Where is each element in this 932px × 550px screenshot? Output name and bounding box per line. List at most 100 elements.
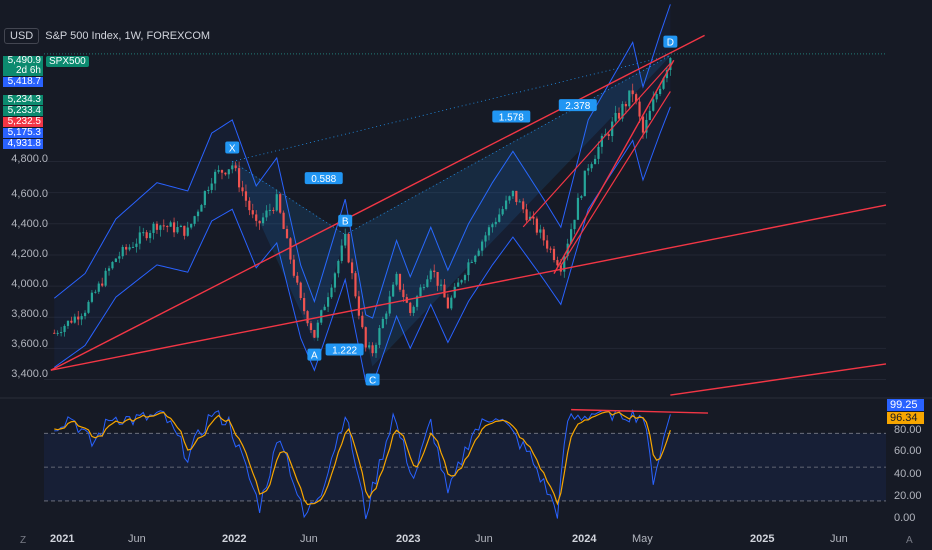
osc-tick-60: 60.00 bbox=[894, 445, 922, 457]
candle-body bbox=[658, 88, 662, 95]
pattern-xab bbox=[231, 160, 346, 342]
candle-body bbox=[101, 283, 104, 286]
candle-body bbox=[56, 332, 59, 334]
candle-body bbox=[152, 223, 155, 233]
candle-body bbox=[518, 201, 521, 203]
price-tag-2: 5,233.4 bbox=[3, 106, 43, 116]
candle-body bbox=[580, 196, 583, 198]
candle-body bbox=[111, 261, 114, 269]
candle-body bbox=[193, 216, 196, 224]
d-value-badge: 96.34 bbox=[887, 412, 924, 424]
candle-body bbox=[207, 189, 210, 192]
candle-body bbox=[436, 271, 439, 286]
pattern-point-c: C bbox=[369, 376, 376, 387]
candle-body bbox=[350, 262, 354, 274]
y-tick-3600: 3,600.0 bbox=[11, 338, 48, 350]
candle-body bbox=[261, 217, 265, 224]
candle-body bbox=[614, 112, 617, 122]
candle-body bbox=[306, 311, 309, 324]
y-tick-4800: 4,800.0 bbox=[11, 153, 48, 165]
candle-body bbox=[498, 214, 501, 222]
channel-line-2 bbox=[560, 91, 671, 267]
candle-body bbox=[299, 282, 302, 299]
candle-body bbox=[227, 169, 230, 175]
candle-body bbox=[549, 248, 552, 250]
pattern-point-d: D bbox=[667, 38, 674, 49]
candlesticks bbox=[53, 57, 672, 358]
lower-band bbox=[53, 106, 671, 386]
last-price-tag: 5,490.9 bbox=[3, 56, 43, 66]
candle-body bbox=[128, 247, 131, 250]
candle-body bbox=[77, 316, 80, 320]
candle-body bbox=[131, 246, 135, 248]
candle-body bbox=[282, 212, 285, 230]
stoch-k-line bbox=[54, 409, 671, 520]
ratio-xad-bg bbox=[492, 110, 531, 123]
candle-body bbox=[474, 255, 477, 262]
candle-body bbox=[333, 273, 337, 288]
candle-body bbox=[303, 298, 306, 312]
ratio-bcd-bg bbox=[558, 99, 597, 112]
candle-body bbox=[296, 275, 299, 283]
trend-line-3 bbox=[670, 363, 887, 396]
candle-body bbox=[220, 170, 224, 173]
trend-lines[interactable] bbox=[50, 34, 887, 396]
candle-body bbox=[237, 168, 241, 188]
candle-body bbox=[573, 219, 576, 230]
channel-line-1 bbox=[522, 62, 671, 228]
candle-body bbox=[631, 90, 634, 95]
candle-body bbox=[539, 229, 542, 233]
candle-body bbox=[552, 248, 556, 261]
candle-body bbox=[652, 99, 655, 111]
candle-body bbox=[412, 306, 415, 313]
candle-body bbox=[118, 256, 121, 259]
candle-body bbox=[542, 229, 545, 241]
candle-body bbox=[501, 209, 504, 215]
y-tick-4600: 4,600.0 bbox=[11, 188, 48, 200]
pattern-point-a: A bbox=[311, 351, 318, 362]
candle-body bbox=[415, 296, 419, 307]
corner-left[interactable]: Z bbox=[20, 535, 27, 546]
candle-body bbox=[97, 283, 100, 292]
candle-body bbox=[347, 233, 350, 263]
candle-body bbox=[525, 209, 528, 221]
x-tick-jun-2025: Jun bbox=[830, 533, 848, 545]
candle-body bbox=[470, 261, 473, 263]
corner-right[interactable]: A bbox=[906, 535, 913, 546]
candle-body bbox=[248, 200, 251, 211]
osc-tick-20: 20.00 bbox=[894, 490, 922, 502]
candle-body bbox=[419, 287, 422, 297]
trend-line-1 bbox=[50, 34, 705, 371]
candle-body bbox=[563, 256, 566, 272]
candle-body bbox=[590, 164, 593, 169]
pattern-point-a-bg bbox=[307, 348, 322, 361]
x-tick-may-2024: May bbox=[632, 533, 653, 545]
candle-body bbox=[508, 196, 511, 201]
candle-body bbox=[587, 168, 590, 171]
pattern-point-b-bg bbox=[338, 214, 353, 227]
candle-body bbox=[463, 275, 467, 281]
candle-body bbox=[142, 232, 145, 234]
candle-body bbox=[53, 332, 56, 334]
candle-body bbox=[138, 232, 141, 244]
candle-body bbox=[655, 94, 658, 100]
y-tick-3800: 3,800.0 bbox=[11, 308, 48, 320]
candle-body bbox=[231, 165, 234, 170]
price-tag-5: 4,931.8 bbox=[3, 139, 43, 149]
candle-body bbox=[183, 225, 186, 236]
candle-body bbox=[313, 329, 316, 338]
candle-body bbox=[593, 158, 597, 165]
candle-body bbox=[186, 227, 189, 236]
candle-body bbox=[460, 280, 463, 283]
candle-body bbox=[169, 222, 172, 227]
ratio-bcd: 2.378 bbox=[565, 101, 590, 112]
osc-tick-40: 40.00 bbox=[894, 468, 922, 480]
ratio-xab: 0.588 bbox=[311, 174, 336, 185]
candle-body bbox=[279, 194, 282, 213]
candle-body bbox=[94, 291, 97, 293]
candle-body bbox=[214, 171, 217, 184]
ratio-abc-bg bbox=[325, 343, 364, 356]
osc-tick-0: 0.00 bbox=[894, 512, 916, 524]
currency-button[interactable]: USD bbox=[4, 28, 40, 44]
